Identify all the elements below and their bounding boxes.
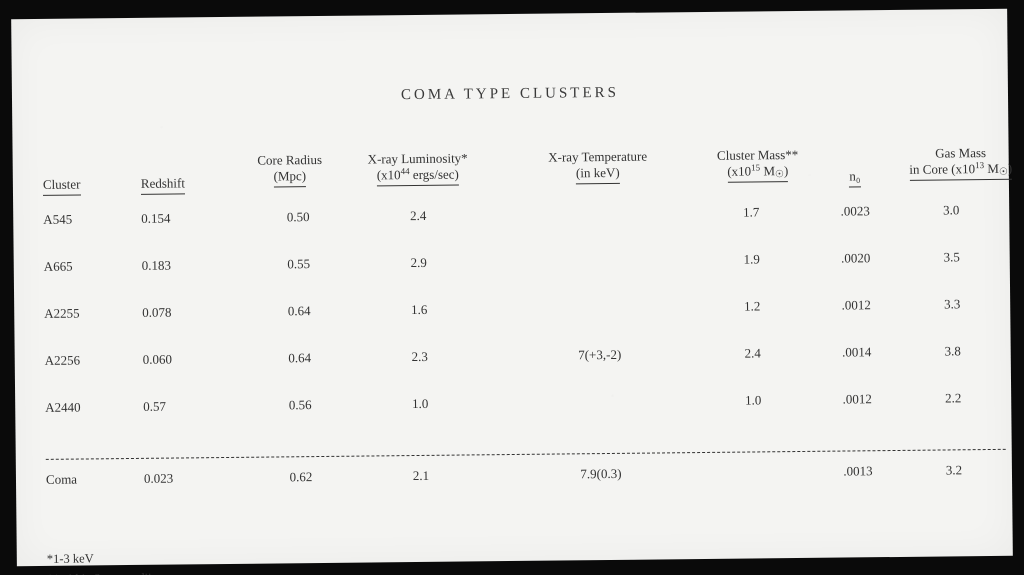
cell-xray-luminosity-4[interactable]: 1.0 [390,396,450,413]
cell-cluster-mass-1[interactable]: 1.9 [722,251,782,268]
cell-core-radius-3[interactable]: 0.64 [255,350,345,367]
cell-cluster-0[interactable]: A545 [43,211,133,228]
table-row[interactable]: A2440 0.57 0.56 1.0 1.0 .0012 2.2 [45,390,985,447]
cell-gas-mass-1[interactable]: 3.5 [922,249,982,266]
cell-gas-mass-0[interactable]: 3.0 [921,202,981,219]
cell-cluster-mass-0[interactable]: 1.7 [721,204,781,221]
cell-cluster-4[interactable]: A2440 [45,399,135,416]
cell-xray-temperature-2[interactable] [544,300,654,301]
cell-redshift-2[interactable]: 0.078 [142,304,222,321]
cell-redshift-0[interactable]: 0.154 [141,210,221,227]
cell-redshift-1[interactable]: 0.183 [142,257,222,274]
cell-core-radius-4[interactable]: 0.56 [255,397,345,414]
cell-core-radius-1[interactable]: 0.55 [254,256,344,273]
cell-xray-luminosity-2[interactable]: 1.6 [389,302,449,319]
column-header-redshift[interactable]: Redshift [141,175,221,195]
cell-redshift-4[interactable]: 0.57 [143,398,223,415]
column-header-gas-mass[interactable]: Gas Mass in Core (x1013 M☉) [886,145,1024,182]
cell-gas-mass-4[interactable]: 2.2 [923,390,983,407]
cell-xray-temperature-4[interactable] [545,394,655,395]
cell-cluster-coma[interactable]: Coma [46,471,136,488]
cell-redshift-3[interactable]: 0.060 [143,351,223,368]
cell-xray-temperature-3[interactable]: 7(+3,-2) [545,347,655,364]
table-row-coma[interactable]: Coma 0.023 0.62 2.1 7.9(0.3) .0013 3.2 [46,462,986,519]
cell-core-radius-2[interactable]: 0.64 [254,303,344,320]
cell-cluster-3[interactable]: A2256 [45,352,135,369]
cell-xray-luminosity-0[interactable]: 2.4 [388,208,448,225]
cell-xray-luminosity-coma[interactable]: 2.1 [391,468,451,485]
cell-n0-3[interactable]: .0014 [827,344,887,361]
cell-cluster-mass-2[interactable]: 1.2 [722,298,782,315]
document-paper: COMA TYPE CLUSTERS Cluster Redshift Core… [11,9,1013,566]
cell-xray-temperature-coma[interactable]: 7.9(0.3) [546,466,656,483]
table-section-divider [46,449,1006,460]
cell-cluster-1[interactable]: A665 [44,258,134,275]
cell-xray-temperature-0[interactable] [543,206,653,207]
cell-gas-mass-2[interactable]: 3.3 [922,296,982,313]
column-header-core-radius[interactable]: Core Radius (Mpc) [235,152,345,188]
cell-cluster-2[interactable]: A2255 [44,305,134,322]
column-header-n0[interactable]: n₀ [835,168,875,187]
column-header-xray-temperature[interactable]: X-ray Temperature (in keV) [513,148,683,185]
cell-n0-coma[interactable]: .0013 [828,463,888,480]
cell-xray-luminosity-1[interactable]: 2.9 [389,255,449,272]
data-table: Cluster Redshift Core Radius (Mpc) X-ray… [43,137,988,575]
cell-xray-luminosity-3[interactable]: 2.3 [390,349,450,366]
cell-core-radius-coma[interactable]: 0.62 [256,469,346,486]
document-title: COMA TYPE CLUSTERS [12,81,1008,108]
cell-xray-temperature-1[interactable] [544,253,654,254]
cell-n0-0[interactable]: .0023 [825,203,885,220]
column-header-cluster-mass[interactable]: Cluster Mass** (x1015 M☉) [698,147,818,183]
cell-n0-1[interactable]: .0020 [826,250,886,267]
cell-gas-mass-3[interactable]: 3.8 [923,343,983,360]
cell-cluster-mass-4[interactable]: 1.0 [723,392,783,409]
cell-redshift-coma[interactable]: 0.023 [144,470,224,487]
column-header-cluster[interactable]: Cluster [43,176,133,196]
cell-cluster-mass-coma[interactable] [724,464,784,465]
cell-core-radius-0[interactable]: 0.50 [253,209,343,226]
cell-n0-2[interactable]: .0012 [826,297,886,314]
table-header-row: Cluster Redshift Core Radius (Mpc) X-ray… [43,137,984,202]
footnotes-block: *1-3 keV **within 3 core radii [47,539,987,575]
photo-frame: COMA TYPE CLUSTERS Cluster Redshift Core… [0,0,1024,575]
cell-n0-4[interactable]: .0012 [827,391,887,408]
cell-cluster-mass-3[interactable]: 2.4 [723,345,783,362]
column-header-xray-luminosity[interactable]: X-ray Luminosity* (x1044 ergs/sec) [343,150,493,187]
table-body: A545 0.154 0.50 2.4 1.7 .0023 3.0 A665 0… [43,202,985,447]
cell-gas-mass-coma[interactable]: 3.2 [924,462,984,479]
